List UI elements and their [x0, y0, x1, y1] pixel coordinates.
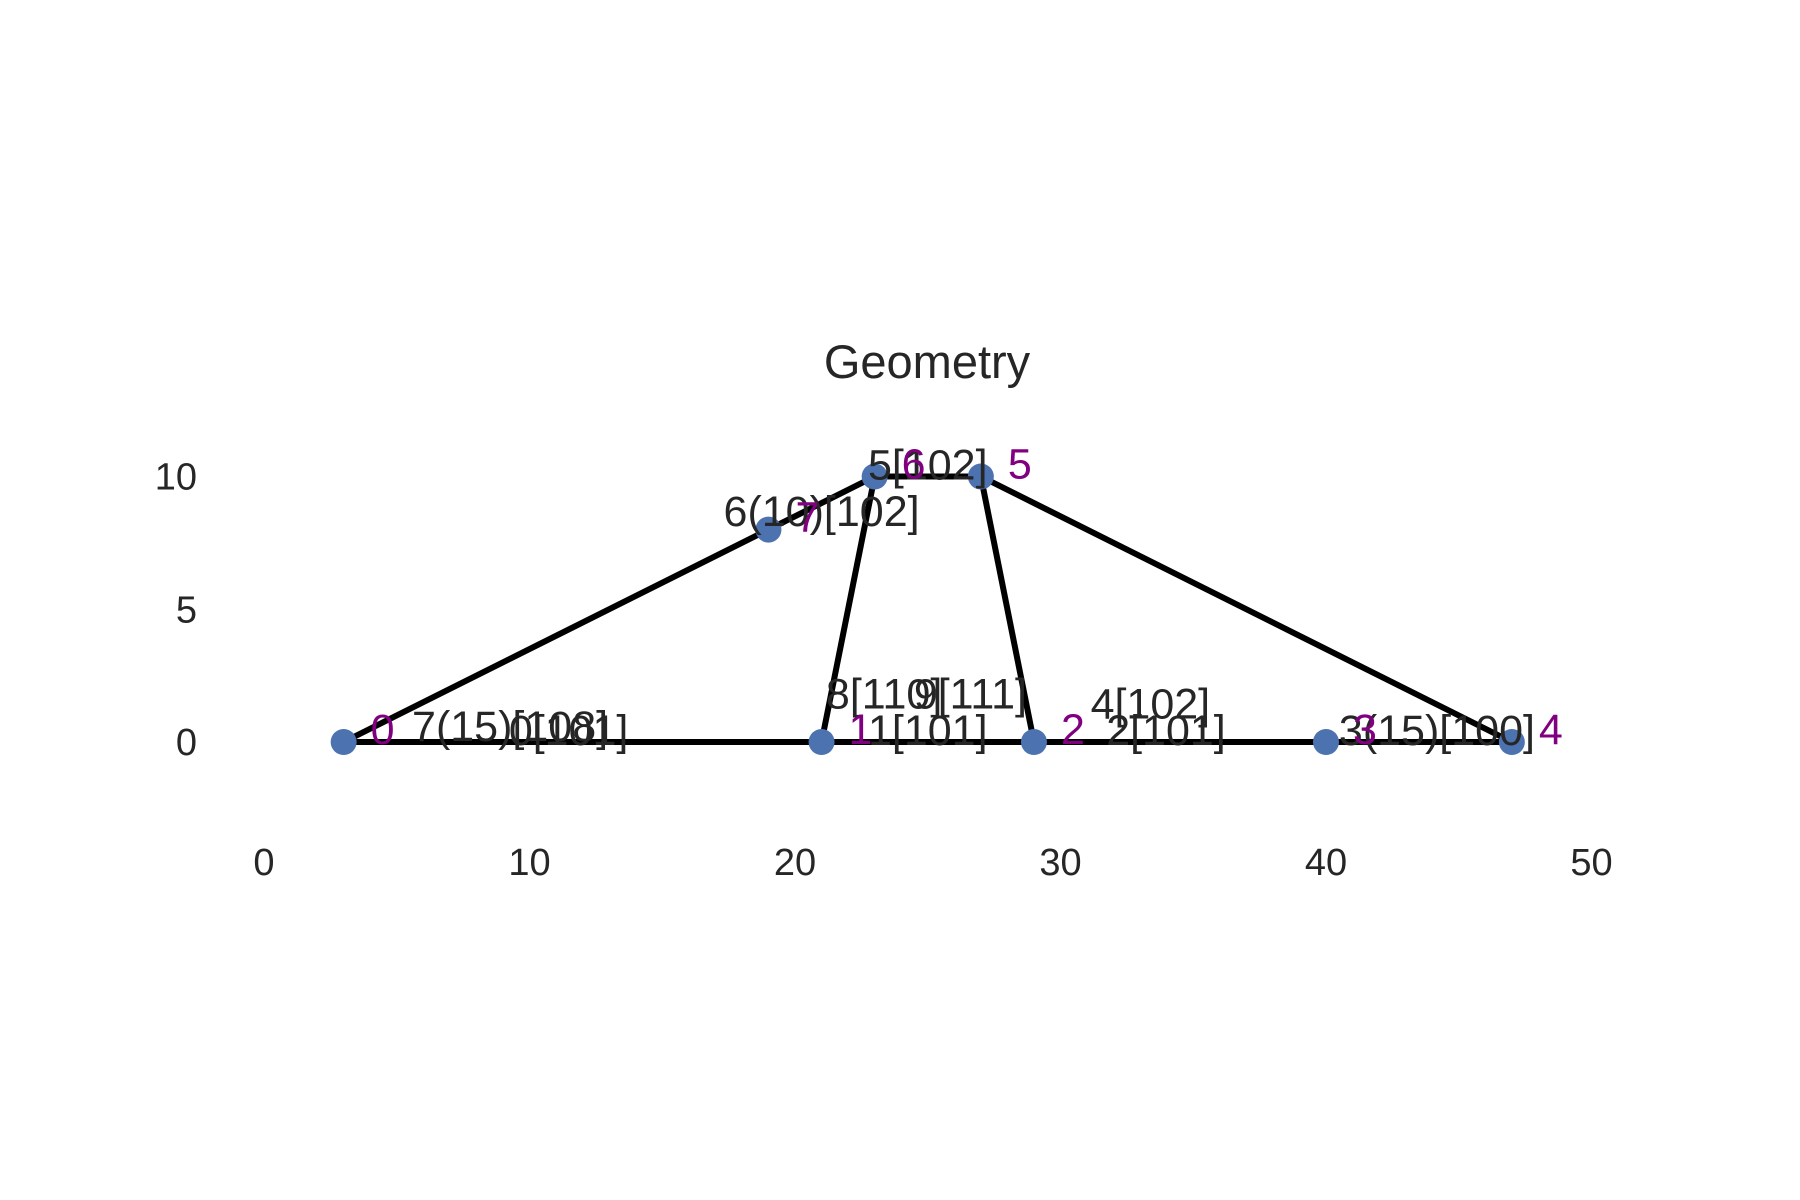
figure-title: Geometry — [824, 335, 1031, 388]
node-dot-0 — [330, 729, 357, 755]
member-label-0: 0[101] — [509, 707, 629, 755]
node-dot-6 — [861, 463, 888, 490]
y-axis-tick-labels: 0 5 10 — [155, 457, 197, 765]
node-dot-2 — [1020, 729, 1047, 755]
member-line-7 — [340, 526, 772, 745]
member-label-9: 9[111] — [914, 670, 1027, 718]
member-line-4 — [977, 473, 1515, 745]
node-label-4: 4 — [1539, 706, 1563, 754]
x-tick-label-50: 50 — [1570, 842, 1612, 884]
member-line-8 — [818, 473, 878, 745]
x-tick-label-20: 20 — [774, 842, 816, 884]
y-tick-label-10: 10 — [155, 457, 197, 499]
truss-nodes — [330, 463, 1525, 755]
node-dot-4 — [1498, 729, 1525, 755]
member-label-2: 2[101] — [1106, 707, 1226, 755]
member-label-8: 8[110] — [826, 670, 942, 718]
node-dot-1 — [808, 729, 835, 755]
member-label-4: 4[102] — [1091, 680, 1211, 728]
node-labels: 0 1 2 3 4 5 6 7 — [371, 441, 1563, 755]
node-label-2: 2 — [1061, 706, 1085, 754]
member-label-6: 6(10)[102] — [724, 488, 920, 536]
x-tick-label-10: 10 — [508, 842, 550, 884]
node-label-7: 7 — [795, 494, 819, 542]
node-label-0: 0 — [371, 706, 395, 754]
node-dot-5 — [967, 463, 994, 490]
node-dot-3 — [1313, 729, 1339, 755]
node-label-6: 6 — [902, 441, 926, 489]
x-tick-label-40: 40 — [1305, 842, 1347, 884]
x-tick-label-30: 30 — [1039, 842, 1081, 884]
member-line-6 — [765, 473, 878, 533]
member-label-3: 3(15)[100] — [1339, 707, 1535, 755]
member-label-1: 1[101] — [868, 707, 988, 755]
member-labels: 0[101] 1[101] 2[101] 3(15)[100] 4[102] 5[102]… — [412, 442, 1535, 756]
node-label-5: 5 — [1008, 441, 1032, 489]
member-line-9 — [977, 473, 1037, 745]
x-axis-tick-labels: 0 10 20 30 40 50 — [253, 842, 1612, 884]
y-tick-label-0: 0 — [176, 722, 197, 764]
member-label-5: 5[102] — [868, 442, 988, 490]
x-tick-label-0: 0 — [253, 842, 274, 884]
truss-members — [340, 473, 1515, 745]
node-dot-7 — [755, 516, 782, 543]
node-label-1: 1 — [849, 706, 873, 754]
node-label-3: 3 — [1353, 706, 1377, 754]
y-tick-label-5: 5 — [176, 589, 197, 631]
member-label-7: 7(15)[108] — [412, 703, 608, 751]
